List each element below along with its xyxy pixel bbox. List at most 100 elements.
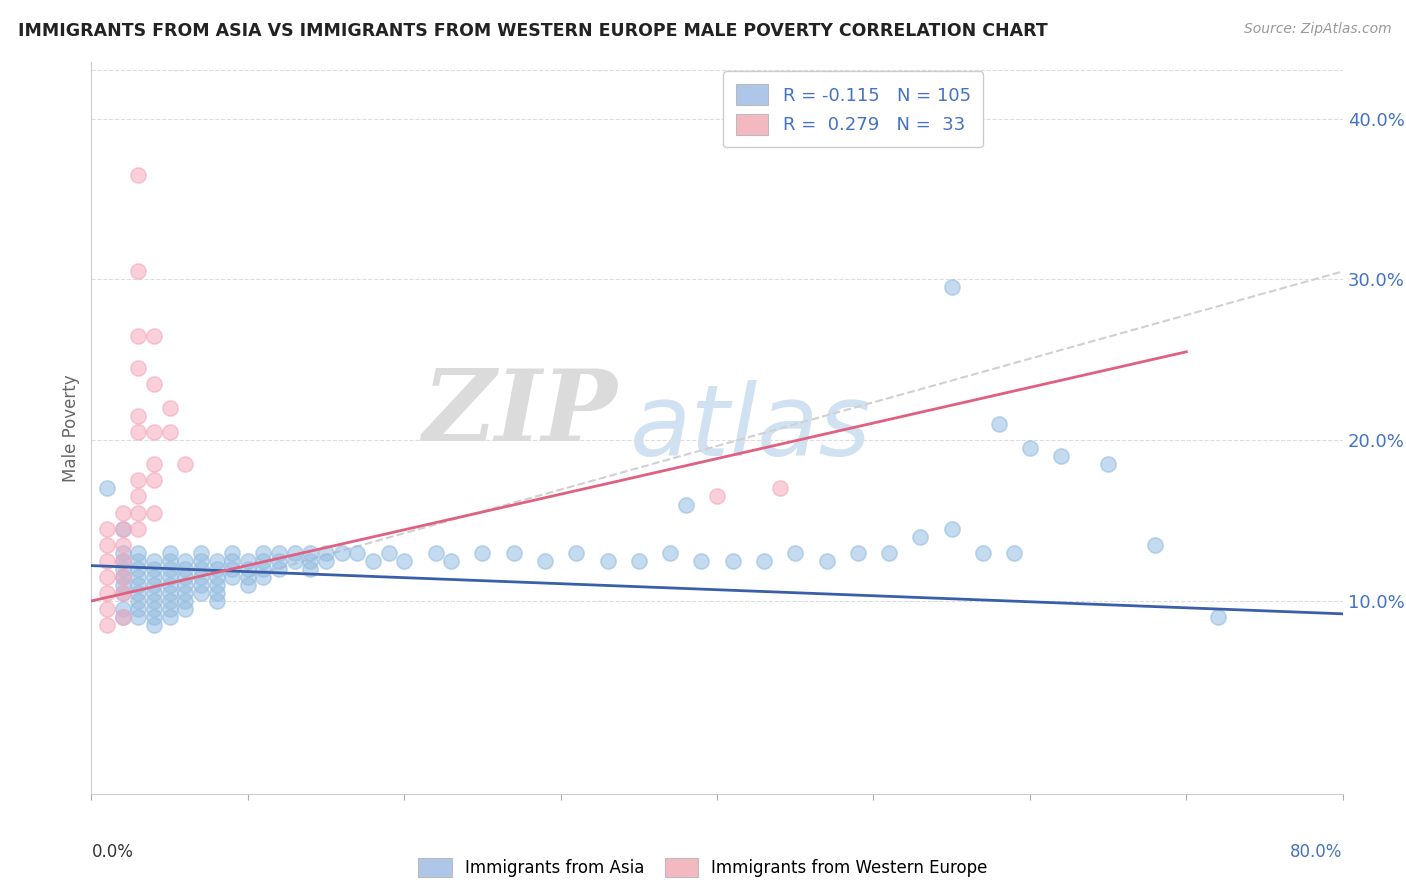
Point: [1002, 546, 1025, 560]
Point: [143, 586, 166, 600]
Point: [299, 554, 322, 568]
Point: [190, 554, 212, 568]
Point: [127, 594, 149, 608]
Text: 0.0%: 0.0%: [91, 843, 134, 861]
Point: [299, 562, 322, 576]
Legend: R = -0.115   N = 105, R =  0.279   N =  33: R = -0.115 N = 105, R = 0.279 N = 33: [723, 71, 983, 147]
Point: [143, 425, 166, 440]
Point: [236, 578, 259, 592]
Point: [159, 578, 181, 592]
Point: [127, 554, 149, 568]
Point: [96, 618, 118, 632]
Point: [252, 562, 274, 576]
Point: [127, 168, 149, 182]
Point: [111, 578, 134, 592]
Point: [846, 546, 869, 560]
Point: [127, 360, 149, 375]
Point: [143, 554, 166, 568]
Text: 80.0%: 80.0%: [1291, 843, 1343, 861]
Text: Source: ZipAtlas.com: Source: ZipAtlas.com: [1244, 22, 1392, 37]
Text: IMMIGRANTS FROM ASIA VS IMMIGRANTS FROM WESTERN EUROPE MALE POVERTY CORRELATION : IMMIGRANTS FROM ASIA VS IMMIGRANTS FROM …: [18, 22, 1047, 40]
Point: [1097, 458, 1119, 472]
Point: [127, 570, 149, 584]
Point: [315, 554, 337, 568]
Point: [675, 498, 697, 512]
Point: [205, 594, 228, 608]
Point: [143, 618, 166, 632]
Point: [190, 562, 212, 576]
Point: [627, 554, 650, 568]
Point: [877, 546, 900, 560]
Point: [174, 602, 197, 616]
Point: [143, 328, 166, 343]
Point: [111, 554, 134, 568]
Point: [143, 376, 166, 391]
Point: [111, 602, 134, 616]
Point: [159, 546, 181, 560]
Point: [377, 546, 399, 560]
Legend: Immigrants from Asia, Immigrants from Western Europe: Immigrants from Asia, Immigrants from We…: [412, 852, 994, 884]
Point: [596, 554, 619, 568]
Point: [1050, 450, 1073, 464]
Point: [721, 554, 744, 568]
Point: [471, 546, 494, 560]
Point: [1018, 442, 1040, 456]
Point: [284, 546, 307, 560]
Point: [174, 586, 197, 600]
Point: [1206, 610, 1229, 624]
Text: ZIP: ZIP: [422, 366, 617, 462]
Point: [690, 554, 713, 568]
Point: [111, 522, 134, 536]
Point: [190, 586, 212, 600]
Point: [565, 546, 588, 560]
Point: [236, 554, 259, 568]
Point: [190, 570, 212, 584]
Point: [284, 554, 307, 568]
Point: [111, 610, 134, 624]
Point: [221, 570, 243, 584]
Point: [111, 562, 134, 576]
Point: [267, 554, 290, 568]
Point: [768, 482, 790, 496]
Point: [96, 554, 118, 568]
Point: [127, 602, 149, 616]
Point: [111, 554, 134, 568]
Point: [127, 425, 149, 440]
Point: [174, 562, 197, 576]
Point: [346, 546, 368, 560]
Point: [987, 417, 1010, 431]
Point: [252, 570, 274, 584]
Point: [143, 562, 166, 576]
Point: [111, 538, 134, 552]
Point: [143, 570, 166, 584]
Point: [706, 490, 728, 504]
Point: [127, 474, 149, 488]
Point: [174, 594, 197, 608]
Point: [127, 506, 149, 520]
Point: [159, 425, 181, 440]
Point: [159, 570, 181, 584]
Point: [159, 562, 181, 576]
Point: [659, 546, 682, 560]
Point: [315, 546, 337, 560]
Point: [221, 562, 243, 576]
Point: [127, 409, 149, 423]
Point: [425, 546, 447, 560]
Point: [159, 586, 181, 600]
Point: [752, 554, 775, 568]
Point: [159, 554, 181, 568]
Point: [96, 586, 118, 600]
Point: [127, 264, 149, 278]
Point: [159, 594, 181, 608]
Point: [96, 522, 118, 536]
Point: [941, 280, 963, 294]
Point: [111, 586, 134, 600]
Point: [96, 602, 118, 616]
Point: [127, 610, 149, 624]
Point: [941, 522, 963, 536]
Point: [143, 474, 166, 488]
Point: [111, 570, 134, 584]
Point: [127, 522, 149, 536]
Point: [111, 570, 134, 584]
Point: [299, 546, 322, 560]
